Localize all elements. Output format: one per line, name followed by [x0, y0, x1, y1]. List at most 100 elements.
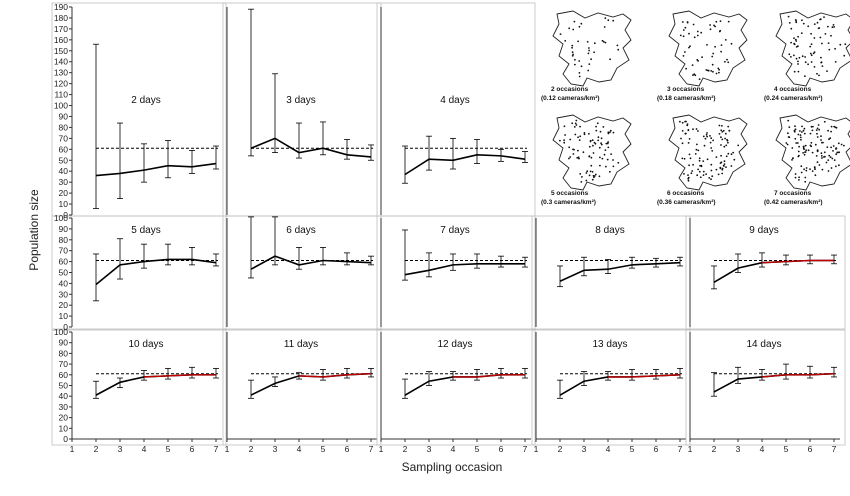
camera-station	[724, 137, 726, 140]
camera-station	[596, 122, 599, 125]
x-tick-label: 1	[534, 444, 539, 454]
camera-station	[799, 130, 801, 132]
camera-station	[727, 152, 730, 155]
camera-station	[559, 139, 561, 142]
x-tick-label: 3	[273, 444, 278, 454]
camera-station	[803, 132, 806, 135]
camera-station	[798, 179, 800, 181]
camera-station	[831, 26, 834, 29]
panel-frame	[376, 329, 536, 446]
camera-station	[800, 165, 803, 168]
panel-title: 8 days	[595, 225, 624, 236]
camera-station	[598, 146, 601, 149]
camera-station	[575, 124, 578, 126]
camera-station	[833, 125, 836, 128]
camera-station	[795, 142, 798, 144]
series-line-highlight	[761, 259, 834, 264]
camera-station	[802, 129, 805, 132]
camera-station	[796, 142, 799, 144]
camera-station	[830, 130, 832, 133]
y-tick-label: 60	[59, 370, 69, 380]
camera-station	[719, 20, 722, 22]
camera-station	[797, 70, 800, 73]
camera-station	[599, 164, 601, 167]
camera-station	[829, 137, 832, 140]
camera-station	[790, 27, 793, 30]
series-line-highlight	[143, 374, 216, 378]
camera-station	[707, 69, 710, 72]
camera-station	[727, 61, 730, 64]
camera-station	[715, 168, 718, 171]
camera-station	[718, 30, 721, 33]
camera-station	[700, 164, 703, 167]
camera-station	[683, 157, 686, 160]
x-tick-label: 1	[225, 444, 230, 454]
camera-station	[820, 61, 823, 64]
camera-station	[794, 137, 797, 140]
camera-station	[607, 146, 610, 149]
y-tick-label: 110	[54, 90, 68, 100]
camera-station	[709, 141, 712, 144]
camera-station	[827, 25, 829, 28]
camera-station	[720, 161, 723, 164]
camera-station	[710, 178, 712, 181]
camera-station	[578, 75, 581, 78]
camera-station	[609, 58, 611, 61]
camera-station	[601, 157, 604, 160]
camera-station	[612, 165, 615, 168]
y-tick-label: 100	[54, 327, 68, 337]
camera-station	[828, 48, 831, 51]
camera-station	[794, 176, 797, 179]
camera-station	[696, 30, 699, 33]
panel-frame	[685, 215, 846, 330]
camera-station	[719, 167, 722, 170]
camera-station	[692, 74, 694, 76]
panel-title: 10 days	[128, 339, 163, 350]
series-line-highlight	[761, 373, 835, 378]
camera-station	[726, 138, 728, 141]
camera-station	[684, 120, 686, 123]
map-caption-occasions: 2 occasions	[551, 86, 589, 93]
camera-station	[814, 168, 816, 171]
camera-station	[721, 138, 724, 141]
camera-station	[600, 142, 602, 145]
camera-station	[809, 52, 812, 55]
camera-station	[801, 55, 804, 58]
camera-station	[717, 173, 720, 176]
camera-station	[593, 175, 596, 177]
camera-station	[680, 137, 682, 140]
x-tick-label: 2	[403, 444, 408, 454]
y-tick-label: 70	[59, 246, 69, 256]
camera-station	[679, 120, 681, 123]
camera-station	[711, 175, 714, 178]
camera-station	[714, 25, 716, 28]
camera-station	[794, 173, 797, 175]
x-tick-label: 6	[345, 444, 350, 454]
camera-station	[704, 137, 707, 140]
camera-station	[709, 135, 711, 137]
camera-station	[574, 63, 576, 66]
camera-station	[679, 34, 682, 37]
camera-station	[830, 146, 832, 149]
camera-station	[798, 154, 800, 157]
camera-station	[725, 155, 728, 158]
camera-station	[817, 27, 820, 30]
camera-station	[691, 64, 694, 66]
camera-station	[589, 170, 592, 173]
camera-station	[721, 172, 724, 175]
x-tick-label: 3	[582, 444, 587, 454]
x-tick-label: 2	[712, 444, 717, 454]
camera-station	[810, 145, 813, 148]
camera-station	[578, 139, 581, 141]
camera-station	[802, 147, 805, 150]
camera-station	[683, 173, 685, 175]
camera-station	[595, 129, 598, 132]
camera-station	[617, 161, 620, 164]
series-line	[95, 162, 217, 177]
camera-station	[717, 67, 720, 70]
camera-station	[801, 131, 803, 133]
camera-station	[571, 54, 574, 57]
map-caption-occasions: 4 occasions	[774, 86, 812, 93]
panel-frame	[685, 329, 846, 446]
